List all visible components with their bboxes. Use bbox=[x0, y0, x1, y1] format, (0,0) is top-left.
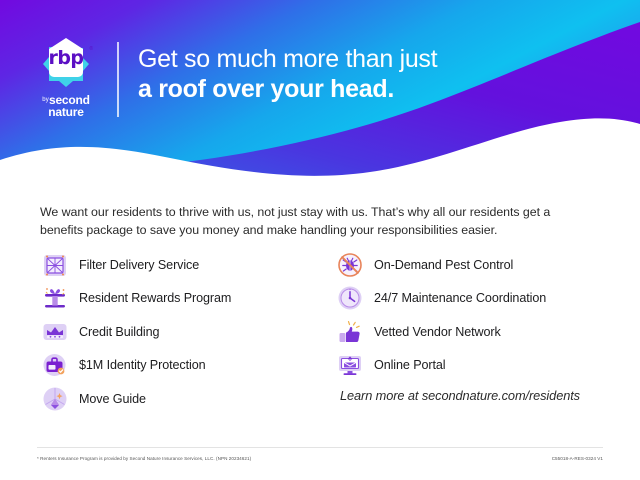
benefit-item-identity-protection: $1M Identity Protection bbox=[42, 349, 332, 382]
benefit-label: Online Portal bbox=[374, 358, 446, 372]
benefit-item-credit-building: Credit Building bbox=[42, 315, 332, 348]
headline-line-1: Get so much more than just bbox=[138, 45, 438, 73]
footer-disclaimer: * Renters Insurance Program is provided … bbox=[37, 456, 252, 461]
filter-icon bbox=[42, 252, 68, 278]
benefit-label: Credit Building bbox=[79, 324, 160, 339]
benefit-label: Move Guide bbox=[79, 391, 146, 406]
clock-icon bbox=[337, 285, 363, 311]
benefit-item-maintenance-coordination: 24/7 Maintenance Coordination bbox=[337, 282, 627, 315]
logo-divider bbox=[117, 42, 119, 117]
benefit-label: Filter Delivery Service bbox=[79, 257, 200, 272]
benefit-item-resident-rewards-program: Resident Rewards Program bbox=[42, 282, 332, 315]
benefit-label: 24/7 Maintenance Coordination bbox=[374, 291, 547, 305]
hero-wave-graphic bbox=[0, 0, 640, 185]
thumbs-up-icon bbox=[337, 319, 363, 345]
benefit-item-vetted-vendor-network: Vetted Vendor Network bbox=[337, 315, 627, 348]
gift-icon bbox=[42, 285, 68, 311]
benefit-label: $1M Identity Protection bbox=[79, 358, 206, 372]
footer-divider bbox=[37, 447, 603, 448]
credit-building-icon bbox=[42, 319, 68, 345]
benefits-column-left: Filter Delivery Service Resident Rewards… bbox=[42, 248, 332, 416]
benefits-column-right: On-Demand Pest Control 24/7 Maintenance … bbox=[337, 248, 627, 382]
logo-second-text: second bbox=[48, 93, 90, 107]
footer-doc-code: C55018-A-RES-0324 V1 bbox=[551, 456, 603, 461]
monitor-icon bbox=[337, 352, 363, 378]
logo-subbrand: bysecond nature bbox=[27, 94, 105, 118]
benefit-item-online-portal: Online Portal bbox=[337, 349, 627, 382]
benefit-item-filter-delivery-service: Filter Delivery Service bbox=[42, 248, 332, 281]
benefit-label: Vetted Vendor Network bbox=[374, 324, 501, 339]
move-guide-icon bbox=[42, 386, 68, 412]
hero-banner: rbp ® bysecond nature Get so much more t… bbox=[0, 0, 640, 185]
pest-control-icon bbox=[337, 252, 363, 278]
benefit-item-pest-control: On-Demand Pest Control bbox=[337, 248, 627, 281]
identity-protection-icon bbox=[42, 352, 68, 378]
benefit-label: Resident Rewards Program bbox=[79, 291, 232, 305]
logo-by-text: by bbox=[42, 97, 49, 103]
benefit-label: On-Demand Pest Control bbox=[374, 257, 514, 272]
headline-line-2: a roof over your head. bbox=[138, 75, 394, 103]
logo-nature-text: nature bbox=[48, 105, 84, 119]
hero-headline: Get so much more than just a roof over y… bbox=[138, 44, 608, 104]
learn-more-link[interactable]: Learn more at secondnature.com/residents bbox=[340, 388, 580, 403]
logo-mark: rbp ® bbox=[35, 38, 97, 96]
logo-plate-shape bbox=[49, 38, 83, 77]
logo-trademark: ® bbox=[89, 46, 93, 52]
intro-paragraph: We want our residents to thrive with us,… bbox=[40, 205, 551, 237]
logo-wordmark: rbp bbox=[48, 47, 84, 69]
rbp-logo: rbp ® bysecond nature bbox=[27, 38, 105, 120]
benefit-item-move-guide: Move Guide bbox=[42, 382, 332, 415]
